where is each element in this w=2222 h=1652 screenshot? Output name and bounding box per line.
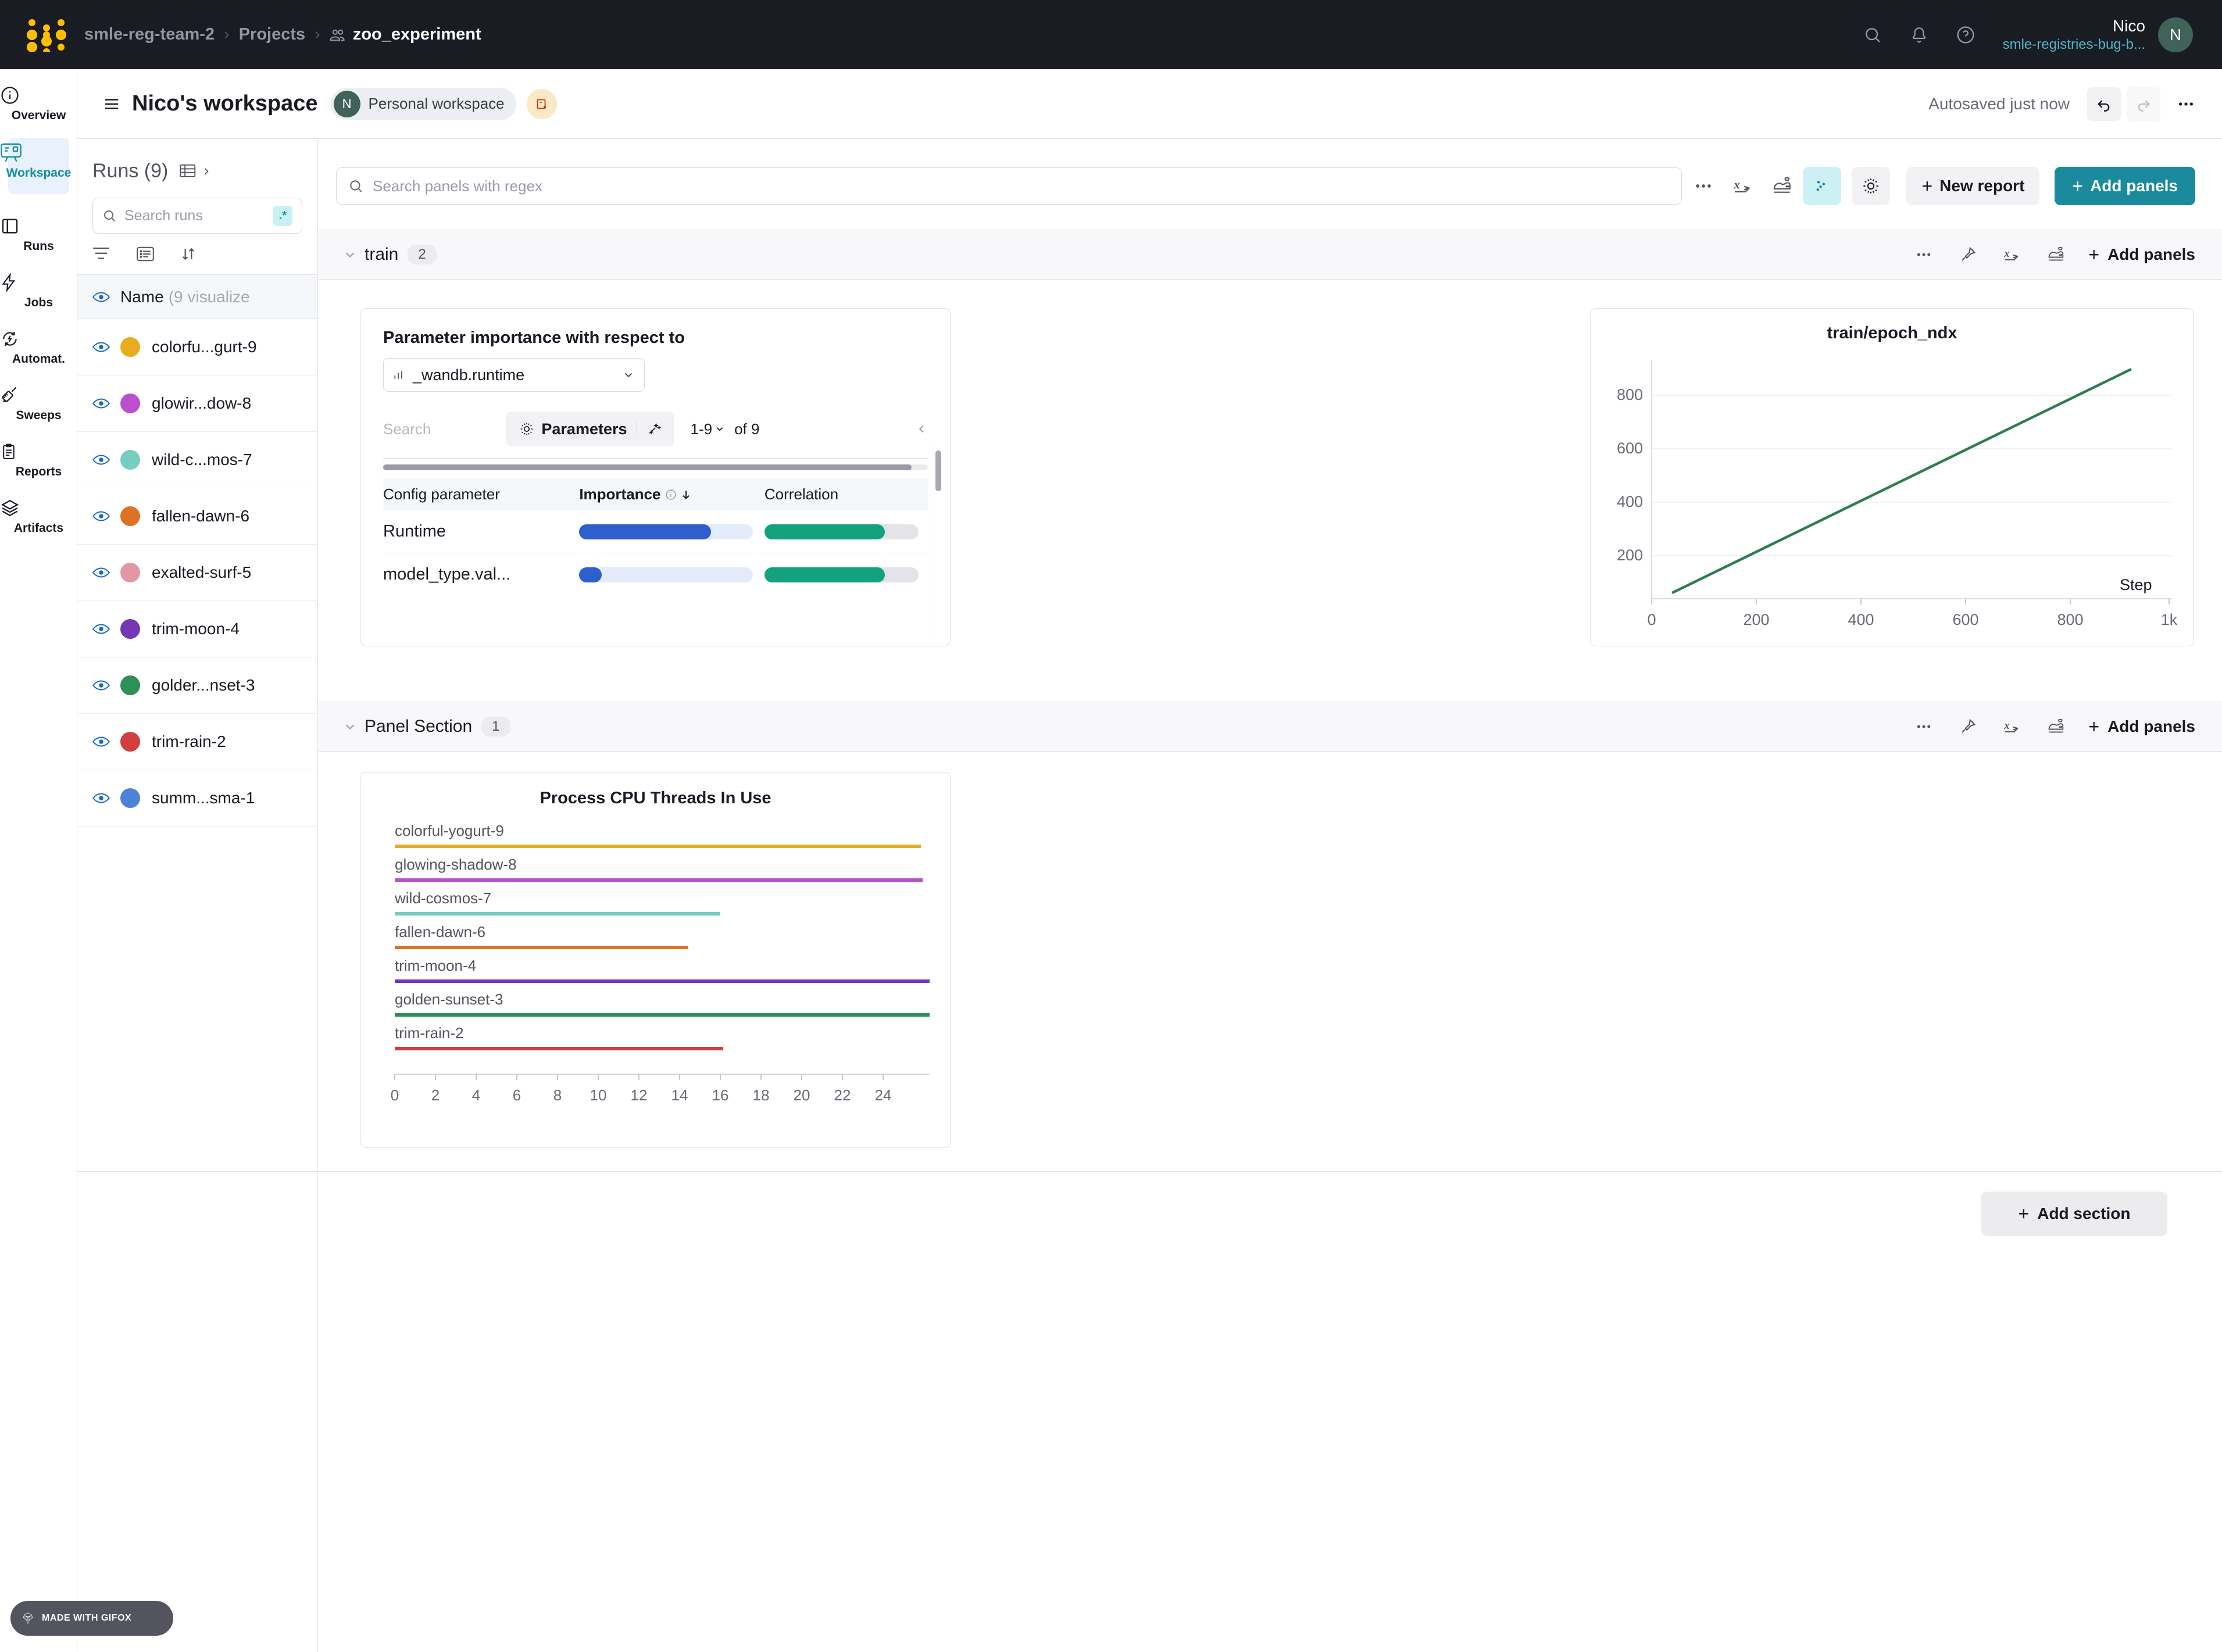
svg-text:0: 0 [1647, 611, 1656, 628]
svg-text:1k: 1k [2161, 611, 2178, 628]
svg-text:400: 400 [1617, 493, 1643, 510]
svg-text:2: 2 [431, 1086, 440, 1104]
svg-text:200: 200 [1617, 546, 1643, 564]
svg-text:0: 0 [391, 1086, 399, 1104]
svg-text:colorful-yogurt-9: colorful-yogurt-9 [395, 824, 504, 839]
svg-text:8: 8 [553, 1086, 562, 1104]
svg-text:600: 600 [1617, 439, 1643, 457]
svg-text:trim-moon-4: trim-moon-4 [395, 957, 476, 974]
svg-text:wild-cosmos-7: wild-cosmos-7 [394, 889, 491, 907]
svg-text:20: 20 [794, 1086, 810, 1104]
svg-text:600: 600 [1952, 611, 1978, 628]
svg-text:14: 14 [671, 1086, 688, 1104]
svg-text:Step: Step [2120, 576, 2152, 593]
svg-text:16: 16 [712, 1086, 729, 1104]
svg-text:fallen-dawn-6: fallen-dawn-6 [395, 923, 485, 941]
svg-text:800: 800 [2057, 611, 2083, 628]
svg-text:trim-rain-2: trim-rain-2 [395, 1024, 463, 1042]
svg-text:22: 22 [834, 1086, 851, 1104]
svg-text:golden-sunset-3: golden-sunset-3 [395, 991, 503, 1008]
svg-text:10: 10 [590, 1086, 607, 1104]
svg-text:12: 12 [631, 1086, 648, 1104]
svg-text:x: x [2004, 248, 2010, 260]
svg-text:x: x [1734, 177, 1741, 191]
svg-text:4: 4 [472, 1086, 480, 1104]
svg-text:18: 18 [753, 1086, 770, 1104]
svg-text:glowing-shadow-8: glowing-shadow-8 [395, 856, 517, 873]
svg-text:x: x [2004, 720, 2010, 732]
svg-text:800: 800 [1617, 386, 1643, 403]
svg-text:6: 6 [513, 1086, 521, 1104]
svg-text:400: 400 [1848, 611, 1874, 628]
svg-text:200: 200 [1743, 611, 1769, 628]
svg-text:24: 24 [875, 1086, 892, 1104]
